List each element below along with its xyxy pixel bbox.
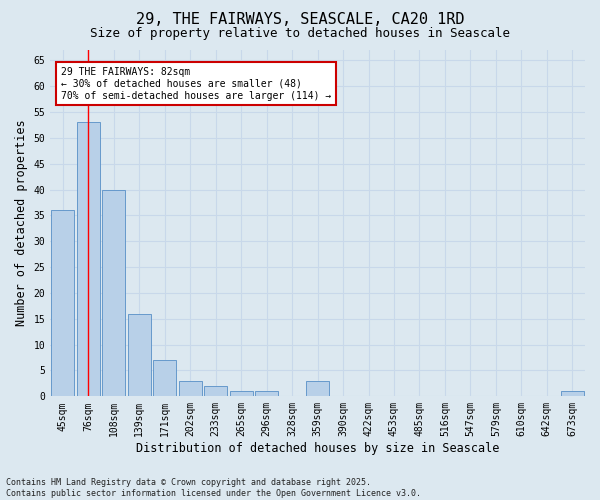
Bar bbox=[52, 210, 74, 396]
Bar bbox=[255, 391, 278, 396]
Bar bbox=[154, 360, 176, 397]
Bar bbox=[128, 314, 151, 396]
Bar bbox=[103, 190, 125, 396]
Text: Size of property relative to detached houses in Seascale: Size of property relative to detached ho… bbox=[90, 28, 510, 40]
Bar bbox=[204, 386, 227, 396]
Bar bbox=[306, 381, 329, 396]
Text: Contains HM Land Registry data © Crown copyright and database right 2025.
Contai: Contains HM Land Registry data © Crown c… bbox=[6, 478, 421, 498]
Bar bbox=[561, 391, 584, 396]
X-axis label: Distribution of detached houses by size in Seascale: Distribution of detached houses by size … bbox=[136, 442, 499, 455]
Text: 29, THE FAIRWAYS, SEASCALE, CA20 1RD: 29, THE FAIRWAYS, SEASCALE, CA20 1RD bbox=[136, 12, 464, 28]
Bar bbox=[179, 381, 202, 396]
Bar bbox=[230, 391, 253, 396]
Text: 29 THE FAIRWAYS: 82sqm
← 30% of detached houses are smaller (48)
70% of semi-det: 29 THE FAIRWAYS: 82sqm ← 30% of detached… bbox=[61, 68, 331, 100]
Bar bbox=[77, 122, 100, 396]
Y-axis label: Number of detached properties: Number of detached properties bbox=[15, 120, 28, 326]
